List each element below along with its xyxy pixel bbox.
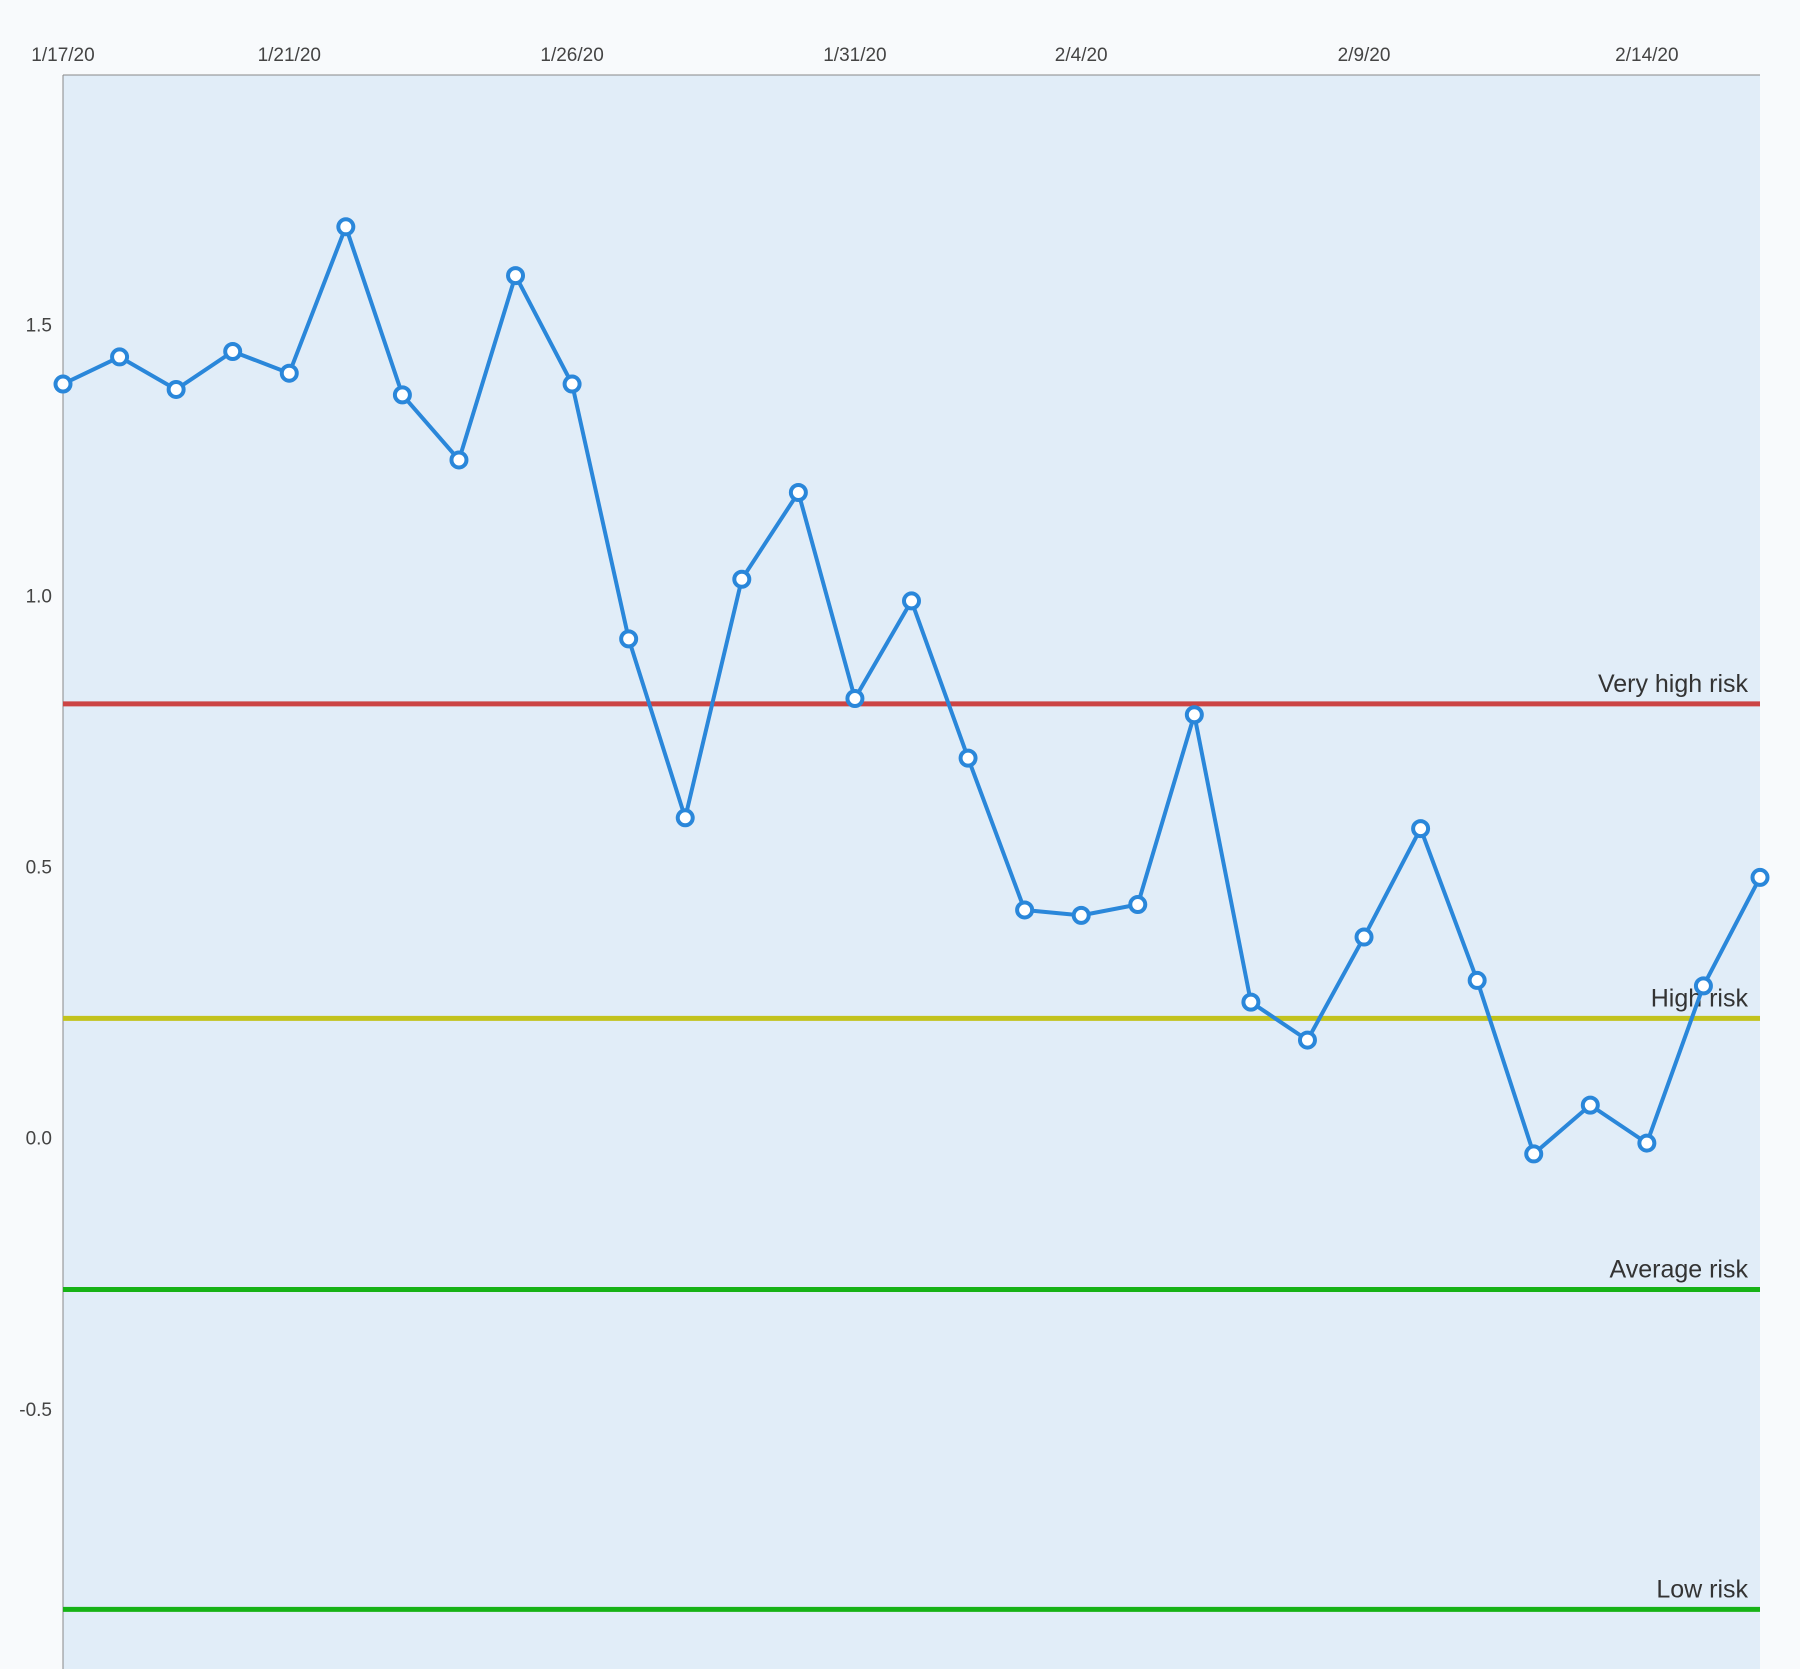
data-point bbox=[1297, 1030, 1317, 1050]
data-point bbox=[336, 217, 356, 237]
data-point bbox=[1411, 819, 1431, 839]
y-tick-label: 0.5 bbox=[26, 858, 52, 879]
plot-area bbox=[63, 75, 1760, 1669]
reference-line-label: Very high risk bbox=[1598, 670, 1749, 698]
data-point bbox=[562, 374, 582, 394]
y-tick-label: -0.5 bbox=[19, 1400, 52, 1421]
x-axis-ticks: 1/17/20 1/21/20 1/26/20 1/31/20 2/4/20 2/9/20… bbox=[31, 45, 1678, 66]
data-point bbox=[1241, 992, 1261, 1012]
x-tick-label: 1/21/20 bbox=[258, 45, 321, 66]
data-point bbox=[1184, 705, 1204, 725]
data-point bbox=[1693, 976, 1713, 996]
data-point bbox=[1750, 867, 1770, 887]
data-point bbox=[845, 689, 865, 709]
x-tick-label: 2/9/20 bbox=[1338, 45, 1391, 66]
data-point bbox=[1128, 895, 1148, 915]
x-tick-label: 2/4/20 bbox=[1055, 45, 1108, 66]
data-point bbox=[1015, 900, 1035, 920]
reference-line-label: Low risk bbox=[1656, 1575, 1748, 1603]
data-point bbox=[732, 569, 752, 589]
data-point bbox=[166, 379, 186, 399]
x-tick-label: 1/31/20 bbox=[823, 45, 886, 66]
y-tick-label: 1.5 bbox=[26, 315, 52, 336]
data-point bbox=[1071, 905, 1091, 925]
y-tick-label: 1.0 bbox=[26, 586, 52, 607]
y-axis-ticks: 1.5 1.0 0.5 0.0 -0.5 bbox=[19, 315, 52, 1420]
x-tick-label: 1/17/20 bbox=[31, 45, 94, 66]
data-point bbox=[675, 808, 695, 828]
data-point bbox=[506, 266, 526, 286]
data-series bbox=[53, 217, 1770, 1164]
reference-line-label: Average risk bbox=[1610, 1255, 1749, 1283]
data-point bbox=[279, 363, 299, 383]
data-point bbox=[788, 482, 808, 502]
data-point bbox=[902, 591, 921, 611]
y-tick-label: 0.0 bbox=[26, 1129, 52, 1150]
data-point bbox=[1467, 970, 1487, 990]
data-point bbox=[449, 450, 469, 470]
data-point bbox=[392, 385, 412, 405]
data-point bbox=[1580, 1095, 1600, 1115]
data-point bbox=[1637, 1133, 1657, 1153]
data-point bbox=[1524, 1144, 1544, 1164]
data-point bbox=[110, 347, 130, 367]
data-point bbox=[1354, 927, 1374, 947]
x-tick-label: 2/14/20 bbox=[1615, 45, 1678, 66]
data-point bbox=[958, 748, 978, 768]
data-point bbox=[223, 342, 243, 362]
data-point bbox=[619, 629, 639, 649]
x-tick-label: 1/26/20 bbox=[540, 45, 603, 66]
data-point bbox=[53, 374, 73, 394]
